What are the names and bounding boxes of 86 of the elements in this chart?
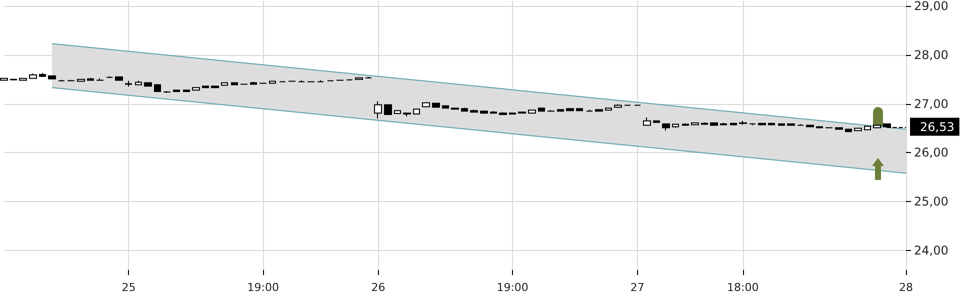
candlestick [499,112,507,116]
candlestick [48,75,56,80]
candlestick [672,124,679,128]
candlestick [154,84,161,92]
candlestick [422,102,430,108]
candlestick [403,112,411,117]
candlestick [192,87,200,91]
candlestick [720,122,727,126]
x-tick-label: 25 [122,281,136,294]
candlestick [384,104,392,116]
candlestick [806,124,814,128]
candlestick [106,76,113,78]
y-tick-label: 29,00 [914,0,948,13]
candlestick [39,72,46,77]
candlestick [797,124,804,126]
candlestick [67,79,75,82]
candlestick [605,108,612,111]
candlestick [87,77,94,81]
candlestick [691,122,699,126]
y-tick-label: 26,00 [914,146,948,160]
candlestick [758,122,766,126]
x-tick-label: 26 [371,281,386,294]
x-tick-label: 27 [630,281,644,294]
candlestick [19,78,27,81]
candlestick [614,104,622,108]
ref-line-label: 26,53 [920,120,954,134]
candlestick [355,77,363,80]
candlestick [125,80,132,88]
y-tick-label: 24,00 [914,243,948,258]
candlestick [538,108,545,112]
candlestick [96,78,104,82]
candlestick [298,80,305,82]
candlestick [394,110,401,114]
candlestick [317,80,324,82]
candlestick [374,100,382,119]
x-tick-label: 18:00 [727,281,759,294]
x-tick-label: 28 [899,281,913,294]
candlestick [480,110,488,114]
candlestick [845,128,852,132]
candlestick [595,109,603,112]
candlestick [413,108,420,115]
candlestick [461,107,468,112]
candlestick [749,123,756,126]
candlestick [643,116,651,126]
y-tick-label: 25,00 [914,194,948,209]
candlestick [144,82,152,87]
candlestick [211,86,219,88]
candlestick [183,90,190,92]
candlestick [835,127,843,130]
candlestick [29,72,37,79]
x-tick-label: 19:00 [247,281,279,294]
y-tick-label: 28,00 [914,48,948,62]
candlestick [528,110,536,114]
y-tick-label: 27,00 [914,96,948,111]
candlestick [432,102,440,108]
candlestick [490,110,497,114]
candlestick [739,120,747,126]
candlestick [787,123,795,126]
candlestick [135,80,142,86]
candlestick [470,109,478,113]
candlestick [442,104,449,109]
candlestick [864,126,871,130]
candlestick [221,82,228,86]
candlestick [557,109,564,112]
candlestick [730,122,737,126]
candlestick [365,76,372,79]
candlestick [115,76,123,81]
candlestick [873,124,881,128]
candlestick [173,90,180,92]
candlestick [202,86,209,88]
candlestick [653,120,660,123]
candlestick [566,108,574,112]
candlestick [768,122,775,126]
candlestick [682,122,689,126]
candlestick [77,78,85,82]
candlestick [710,122,718,126]
candlestick [163,90,171,94]
candlestick [701,122,708,125]
candlestick [0,78,8,81]
candlestick [576,108,583,112]
candlestick [58,79,65,82]
candlestick [586,109,593,112]
candlestick [854,128,862,132]
candlestick [662,123,670,132]
candlestick [778,123,785,126]
x-tick-label: 19:00 [496,281,528,294]
